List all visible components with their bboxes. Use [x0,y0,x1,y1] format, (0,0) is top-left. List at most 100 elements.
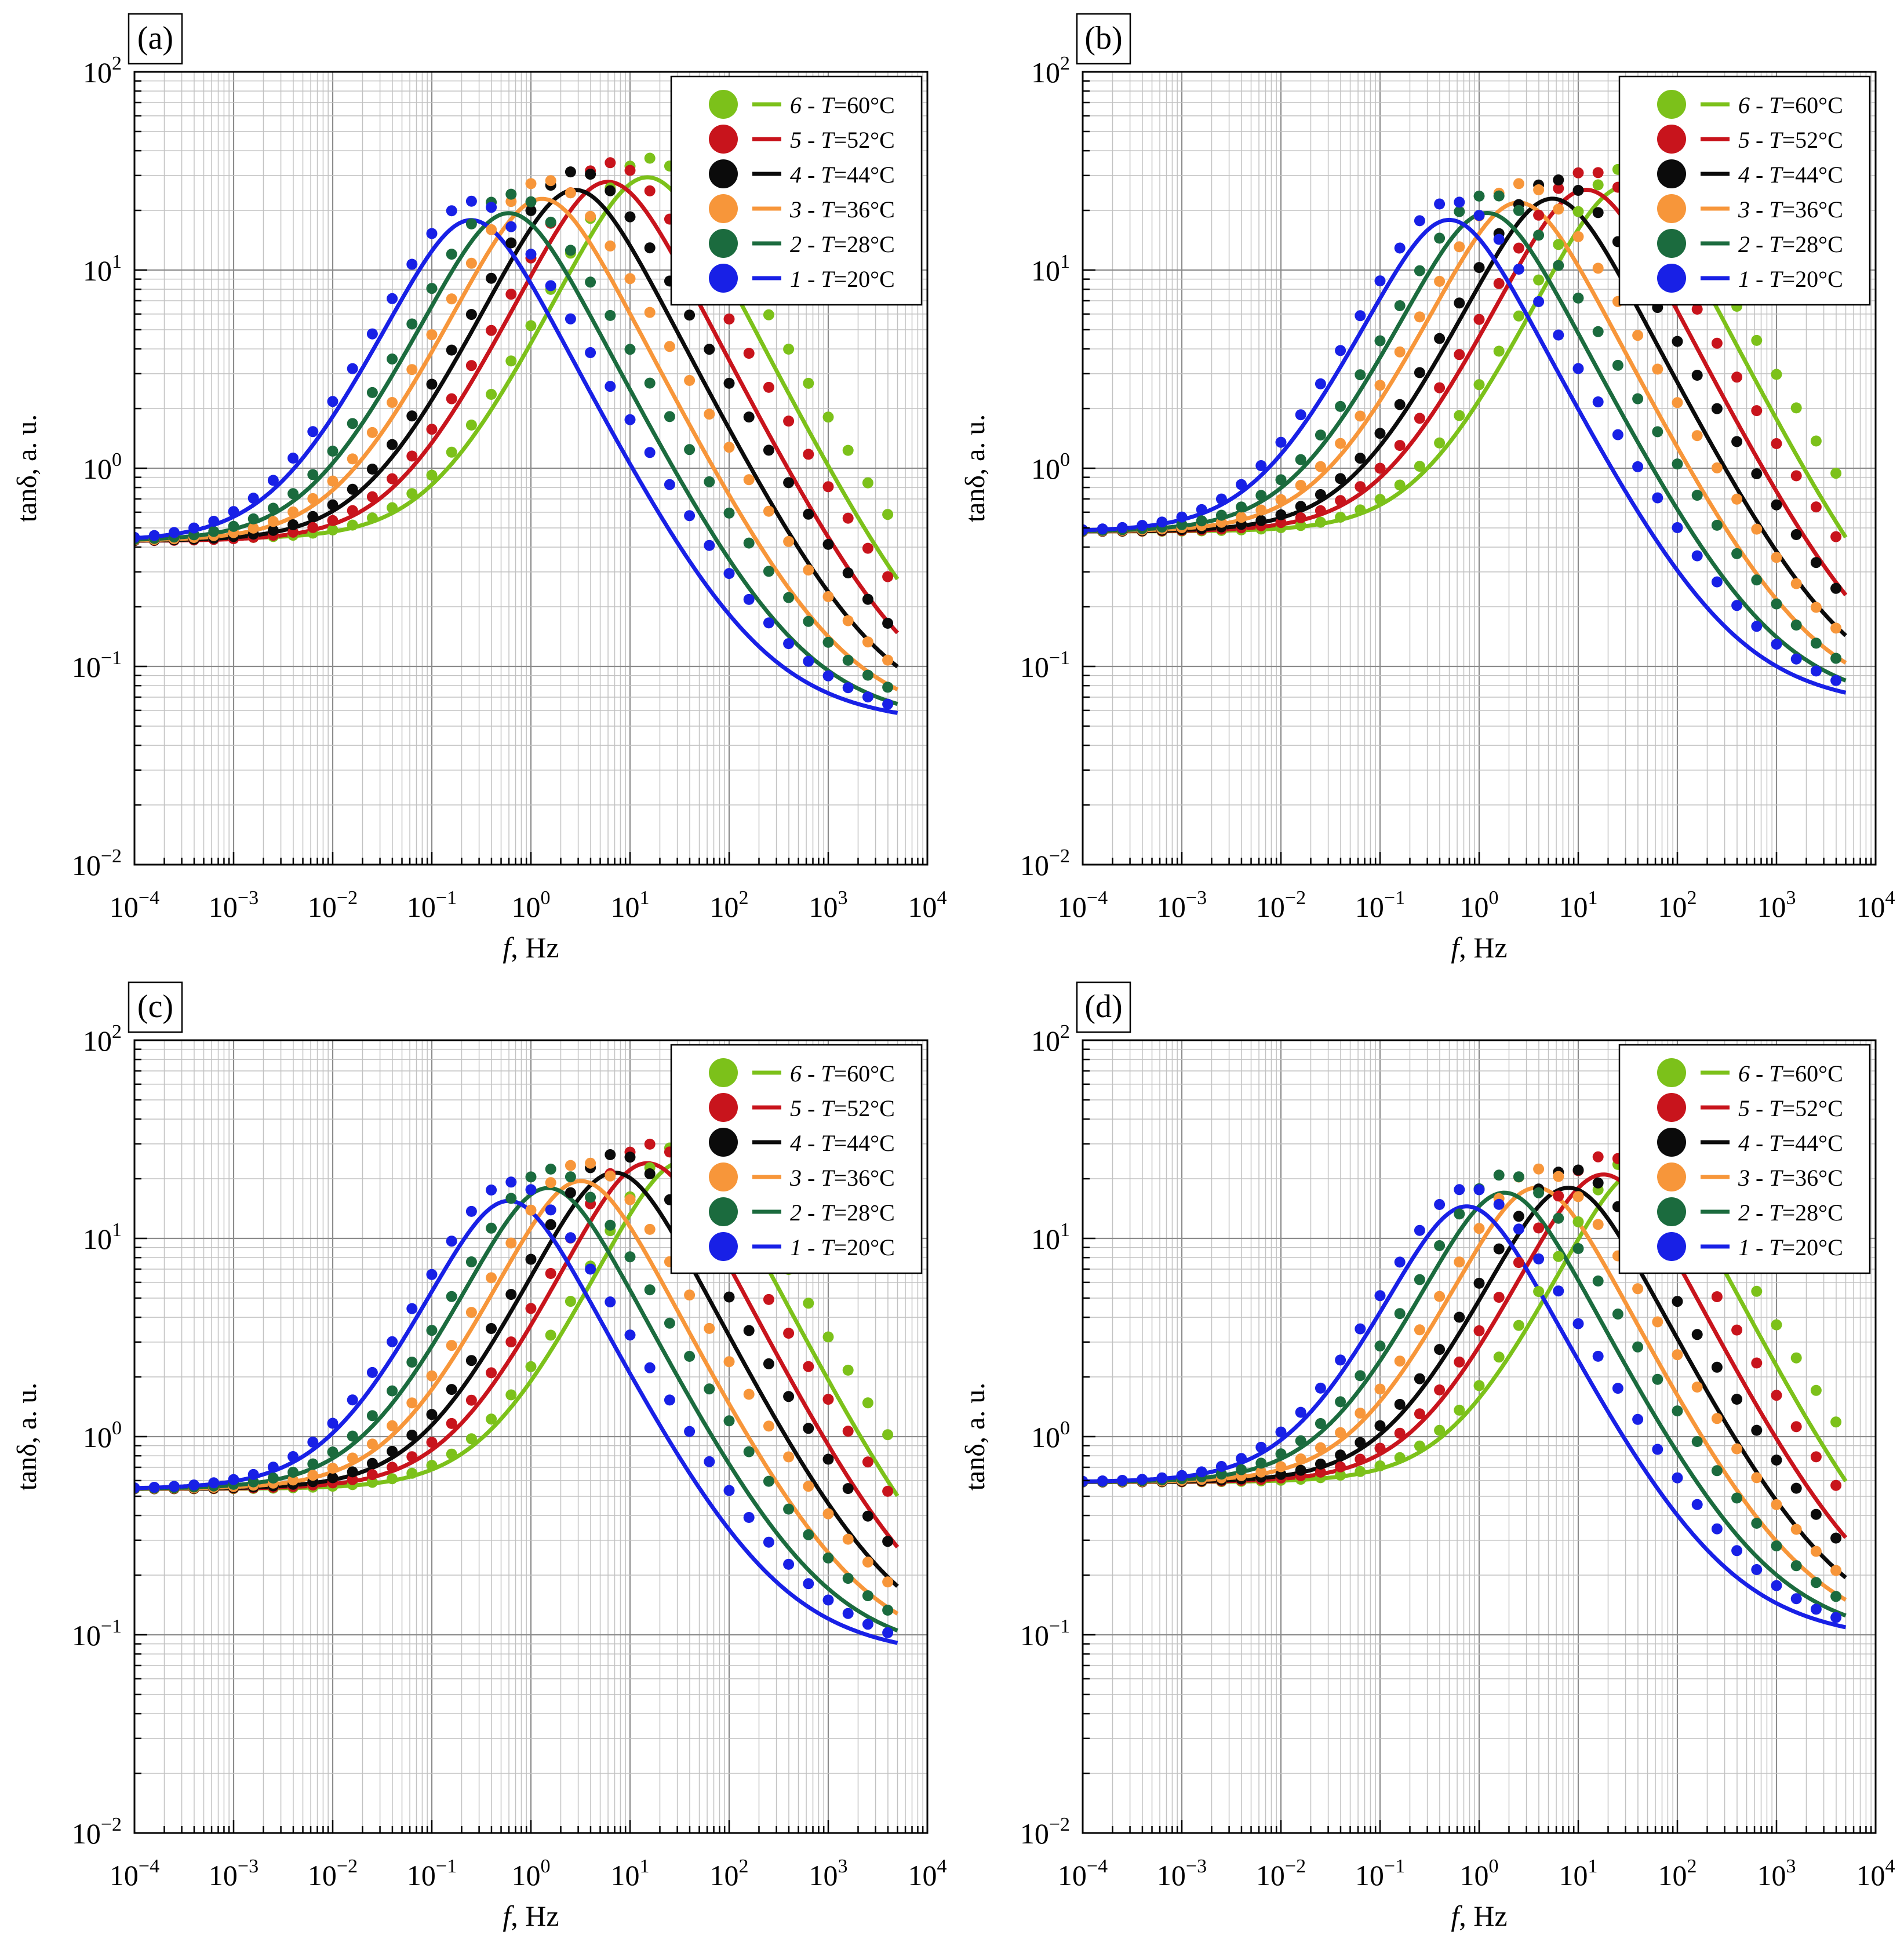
data-point-1 [406,258,418,270]
data-point-2 [842,1573,854,1584]
data-point-5 [763,1293,774,1305]
data-point-2 [842,654,854,666]
tick-exponent: 1 [640,887,650,909]
data-point-6 [426,469,438,481]
data-point-1 [1572,363,1584,374]
data-point-2 [1830,1591,1842,1602]
data-point-3 [605,240,616,252]
legend-var: T [821,231,835,257]
legend-num: 1 [1738,266,1750,292]
data-point-2 [446,249,457,260]
legend-var: T [821,1130,835,1156]
data-point-3 [1295,1453,1306,1464]
data-point-1 [822,670,834,682]
data-point-5 [723,314,735,325]
data-point-5 [446,393,457,404]
data-point-3 [1473,1223,1485,1234]
data-point-5 [1751,405,1763,417]
data-point-3 [387,1420,398,1431]
data-point-3 [406,1397,418,1409]
data-point-6 [1335,512,1346,523]
data-point-6 [1790,402,1802,414]
legend-val: =44°C [834,1130,895,1156]
data-point-3 [882,1576,894,1588]
chart-panel: 10−4 10−3 10−2 10−1 100 101 102 103 10410−210−11… [12,981,947,1932]
tick-base: 10 [512,1859,541,1892]
data-point-2 [1771,1540,1782,1552]
panel-label: (d) [1084,989,1122,1025]
data-point-3 [1295,480,1306,491]
data-point-3 [1830,622,1842,634]
data-point-1 [1790,653,1802,665]
x-axis-title-unit: , Hz [511,931,559,964]
legend-val: =60°C [1782,92,1843,118]
y-tick-label: 101 [83,251,122,287]
data-point-5 [1335,1461,1346,1473]
data-point-3 [1355,1408,1366,1419]
data-point-3 [1632,330,1644,341]
tick-base: 10 [72,849,101,881]
data-point-6 [1295,520,1306,531]
data-point-6 [1355,1466,1366,1477]
x-axis-title-unit: , Hz [1459,1900,1507,1932]
legend-marker [709,1128,738,1157]
data-point-1 [842,1608,854,1619]
legend-marker [709,1162,738,1191]
x-tick-label: 10−4 [1058,887,1108,923]
data-point-4 [1473,1277,1485,1289]
data-point-5 [862,542,873,554]
data-point-2 [1434,1240,1446,1251]
data-point-2 [1513,1171,1524,1183]
x-tick-label: 10−1 [1355,1856,1405,1892]
legend-entry: 5 - T=52°C [1738,1095,1843,1121]
y-tick-label: 10−1 [72,647,122,683]
legend-sep: - [1750,127,1769,153]
data-point-5 [486,325,497,336]
data-point-4 [624,1151,636,1163]
data-point-3 [1335,438,1346,449]
tick-base: 10 [110,891,139,923]
legend-var: T [821,266,835,292]
data-point-1 [783,638,795,650]
data-point-3 [287,506,299,518]
data-point-1 [565,313,576,325]
data-point-2 [1830,653,1842,664]
x-tick-label: 10−1 [407,887,457,923]
data-point-6 [525,1361,537,1372]
data-point-1 [387,1336,398,1347]
data-point-5 [505,1336,517,1348]
data-point-3 [1711,462,1723,473]
tick-base: 10 [1020,1619,1049,1652]
data-point-3 [1454,241,1465,253]
data-point-5 [1731,371,1743,383]
data-point-1 [267,475,279,486]
data-point-1 [1097,523,1108,535]
data-point-1 [1335,345,1346,356]
legend-marker [709,1058,738,1087]
data-point-3 [446,293,457,305]
data-point-2 [387,354,398,365]
x-tick-label: 10−2 [1256,1856,1306,1892]
data-point-2 [644,1284,656,1296]
data-point-2 [1513,205,1524,216]
data-point-2 [1592,1275,1604,1287]
data-point-1 [1711,1523,1723,1535]
x-tick-label: 10−3 [209,887,259,923]
data-point-1 [1493,234,1505,245]
data-point-3 [1731,493,1743,505]
tick-base: 10 [1856,891,1885,923]
data-point-2 [1731,548,1743,559]
data-point-5 [1374,1442,1386,1454]
data-point-6 [406,488,418,500]
data-point-2 [1414,265,1425,276]
tick-exponent: 0 [112,1417,122,1439]
tick-exponent: 2 [1060,1021,1070,1043]
x-tick-label: 103 [1757,887,1796,923]
legend-marker [709,90,738,119]
y-tick-label: 101 [1031,251,1070,287]
tick-exponent: 0 [1489,1856,1499,1877]
data-point-5 [1414,1408,1425,1420]
data-point-3 [1275,1461,1287,1473]
data-point-5 [525,1303,537,1314]
data-point-5 [1275,517,1287,529]
